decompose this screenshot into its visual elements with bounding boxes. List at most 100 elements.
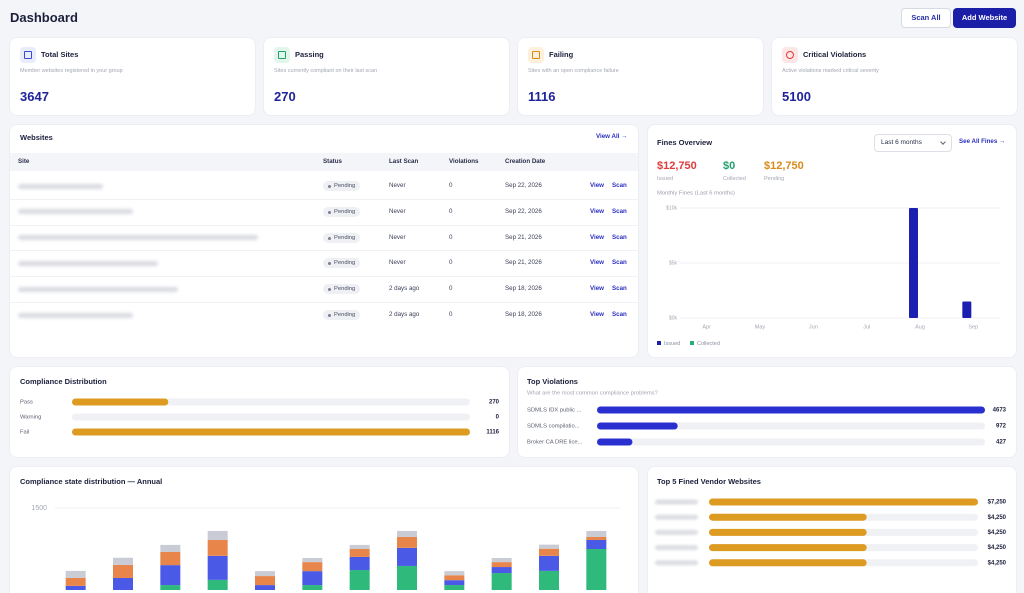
status-dot: [328, 288, 331, 292]
see-all-fines-link[interactable]: See All Fines →: [959, 138, 1006, 145]
stat-icon-glyph: [532, 51, 540, 59]
stat-icon: [274, 47, 290, 63]
last-scan: Never: [389, 182, 406, 189]
stat-title: Total Sites: [41, 50, 79, 59]
stat-card: Critical Violations Active violations mar…: [772, 38, 1017, 115]
view-all-link[interactable]: View All →: [596, 133, 628, 140]
fine-value: $12,750: [657, 160, 697, 172]
stat-subtitle: Active violations marked critical severi…: [782, 68, 879, 74]
scan-link[interactable]: Scan: [612, 207, 627, 215]
status-pill: Pending: [323, 310, 361, 320]
creation-date: Sep 22, 2026: [505, 182, 542, 189]
creation-date: Sep 18, 2026: [505, 285, 542, 293]
row-divider: [10, 224, 638, 226]
fine-label: Collected: [723, 176, 746, 182]
violations: 0: [449, 311, 453, 318]
stat-value: 3647: [20, 89, 49, 104]
stat-value: 270: [274, 89, 296, 104]
view-link[interactable]: View: [590, 285, 604, 293]
status-pill: Pending: [323, 206, 361, 217]
stat-icon: [782, 47, 798, 63]
fine-value: $0: [723, 160, 736, 172]
view-link[interactable]: View: [590, 259, 604, 267]
card-title: Fines Overview: [657, 138, 713, 147]
view-link[interactable]: View: [590, 182, 604, 189]
status-pill: Pending: [323, 232, 361, 243]
stat-icon-glyph: [24, 51, 32, 59]
violations: 0: [449, 233, 453, 241]
stat-icon-glyph: [786, 51, 794, 59]
table-header-bg: [10, 153, 638, 171]
row-divider: [10, 198, 638, 200]
last-scan: Never: [389, 233, 406, 241]
last-scan: 2 days ago: [389, 285, 420, 293]
violations: 0: [449, 207, 453, 215]
view-link[interactable]: View: [590, 233, 604, 241]
status-dot: [328, 262, 331, 266]
stat-icon-glyph: [278, 51, 286, 59]
period-select[interactable]: Last 6 months: [874, 134, 952, 152]
stat-subtitle: Sites with an open compliance failure: [528, 68, 619, 74]
violations: 0: [449, 182, 453, 189]
websites-card: Websites View All → Site Status Last Scan Vio…: [10, 125, 638, 357]
scan-link[interactable]: Scan: [612, 311, 627, 318]
row-divider: [10, 250, 638, 252]
status-dot: [328, 314, 331, 317]
status-dot: [328, 236, 331, 240]
view-link[interactable]: View: [590, 207, 604, 215]
compliance-card: [10, 367, 509, 457]
creation-date: Sep 18, 2026: [505, 311, 542, 318]
scan-link[interactable]: Scan: [612, 285, 627, 293]
fine-value: $12,750: [764, 160, 804, 172]
last-scan: Never: [389, 259, 406, 267]
stat-icon: [20, 47, 36, 63]
status-dot: [328, 210, 331, 214]
creation-date: Sep 21, 2026: [505, 233, 542, 241]
stat-subtitle: Sites currently compliant on their last …: [274, 68, 378, 74]
scan-all-button[interactable]: Scan All: [901, 8, 951, 28]
stat-icon: [528, 47, 544, 63]
creation-date: Sep 21, 2026: [505, 259, 542, 267]
annual-card: [10, 467, 638, 593]
fines-card: Fines Overview Last 6 months See All Fines…: [648, 125, 1016, 357]
vendors-card: [648, 467, 1016, 593]
page-title: Dashboard: [10, 10, 78, 25]
stat-subtitle: Member websites registered in your group: [20, 68, 123, 74]
column-header: Creation Date: [505, 158, 546, 165]
violations: 0: [449, 259, 453, 267]
site-name-blurred: [18, 235, 258, 241]
site-name-blurred: [18, 183, 103, 189]
row-divider: [10, 276, 638, 278]
scan-link[interactable]: Scan: [612, 182, 627, 189]
stat-title: Failing: [549, 50, 574, 59]
column-header: Status: [323, 158, 342, 165]
stat-card: Total Sites Member websites registered in…: [10, 38, 255, 115]
site-name-blurred: [18, 209, 133, 215]
column-header: Last Scan: [389, 158, 419, 165]
status-dot: [328, 185, 331, 188]
select-chevron: [940, 139, 946, 145]
add-website-button[interactable]: Add Website: [953, 8, 1016, 28]
scan-link[interactable]: Scan: [612, 259, 627, 267]
site-name-blurred: [18, 260, 158, 266]
status-pill: Pending: [323, 181, 361, 191]
stat-value: 1116: [528, 89, 556, 104]
violations-card: [518, 367, 1016, 457]
status-pill: Pending: [323, 258, 361, 269]
site-name-blurred: [18, 286, 178, 292]
fine-label: Issued: [657, 176, 674, 182]
stat-card: Failing Sites with an open compliance fai…: [518, 38, 763, 115]
status-pill: Pending: [323, 284, 361, 295]
fine-label: Pending: [764, 176, 785, 182]
creation-date: Sep 22, 2026: [505, 207, 542, 215]
stat-card: Passing Sites currently compliant on thei…: [264, 38, 509, 115]
scan-link[interactable]: Scan: [612, 233, 627, 241]
stat-title: Passing: [295, 50, 324, 59]
card-title: Websites: [20, 133, 53, 142]
view-link[interactable]: View: [590, 311, 604, 318]
site-name-blurred: [18, 312, 133, 318]
column-header: Violations: [449, 158, 479, 165]
row-divider: [10, 302, 638, 303]
last-scan: 2 days ago: [389, 311, 420, 318]
